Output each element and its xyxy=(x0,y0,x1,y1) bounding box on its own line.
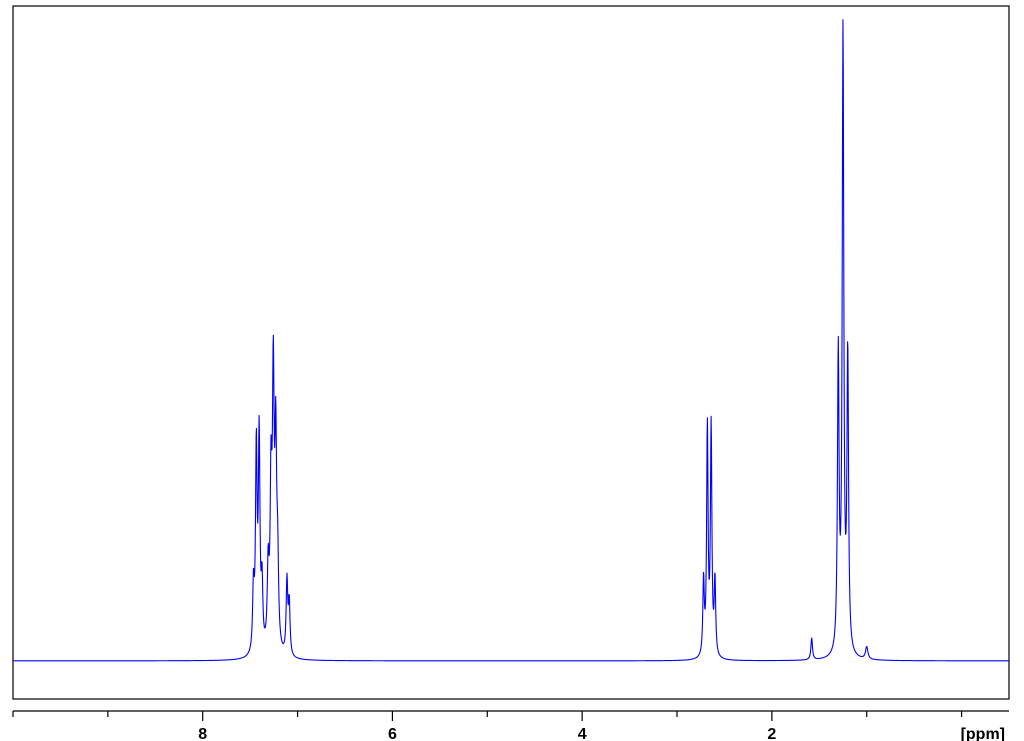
chart-svg: 8 6 4 2 [ppm] xyxy=(0,0,1024,741)
x-tick-label: 2 xyxy=(767,726,776,741)
x-axis-label: [ppm] xyxy=(961,726,1005,741)
x-tick-label: 8 xyxy=(198,726,207,741)
x-tick-label: 6 xyxy=(388,726,397,741)
chart-background xyxy=(0,0,1024,741)
nmr-spectrum-chart: 8 6 4 2 [ppm] xyxy=(0,0,1024,741)
x-tick-label: 4 xyxy=(578,726,587,741)
